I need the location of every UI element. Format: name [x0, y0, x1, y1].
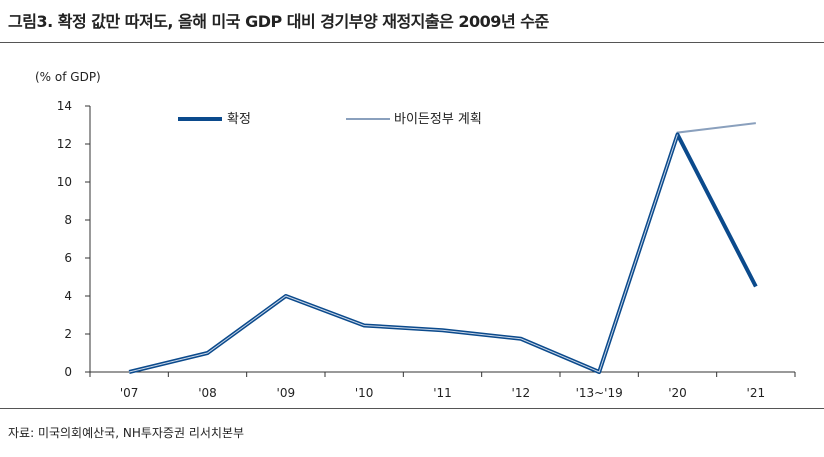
y-tick-label: 4 [64, 289, 72, 303]
y-axis-label: (% of GDP) [35, 70, 101, 84]
x-tick-label: '09 [277, 386, 296, 400]
top-divider [0, 42, 824, 43]
y-tick-label: 10 [57, 175, 72, 189]
axes [85, 105, 796, 377]
x-tick-label: '21 [747, 386, 766, 400]
legend-label-plan: 바이든정부 계획 [394, 112, 482, 127]
series-line-confirmed [128, 132, 758, 374]
figure-title: 그림3. 확정 값만 따져도, 올해 미국 GDP 대비 경기부양 재정지출은 … [8, 12, 549, 31]
series-line-plan [128, 122, 756, 374]
y-tick-label: 6 [64, 251, 72, 265]
legend: 확정 바이든정부 계획 [178, 112, 482, 127]
series-line-confirmed-highlight [129, 134, 678, 373]
line-chart: (% of GDP) 0 2 4 6 8 10 12 14 '07 '08 '09 '10 '11 '12… [35, 70, 796, 400]
x-tick-label: '13~'19 [576, 386, 623, 400]
source-note: 자료: 미국의회예산국, NH투자증권 리서치본부 [8, 426, 245, 440]
x-tick-label: '20 [668, 386, 687, 400]
y-tick-label: 0 [64, 365, 72, 379]
legend-label-confirmed: 확정 [227, 112, 251, 127]
x-tick-label: '11 [433, 386, 452, 400]
x-tick-label: '07 [120, 386, 139, 400]
tick-labels: 0 2 4 6 8 10 12 14 '07 '08 '09 '10 '11 '12 '13~'19 '20 '… [57, 99, 765, 400]
y-tick-label: 12 [57, 137, 72, 151]
x-tick-label: '08 [198, 386, 217, 400]
x-tick-label: '10 [355, 386, 374, 400]
y-tick-label: 14 [57, 99, 72, 113]
series-lines [128, 122, 758, 374]
x-tick-label: '12 [512, 386, 531, 400]
y-tick-label: 8 [64, 213, 72, 227]
bottom-divider [0, 408, 824, 409]
y-tick-label: 2 [64, 327, 72, 341]
